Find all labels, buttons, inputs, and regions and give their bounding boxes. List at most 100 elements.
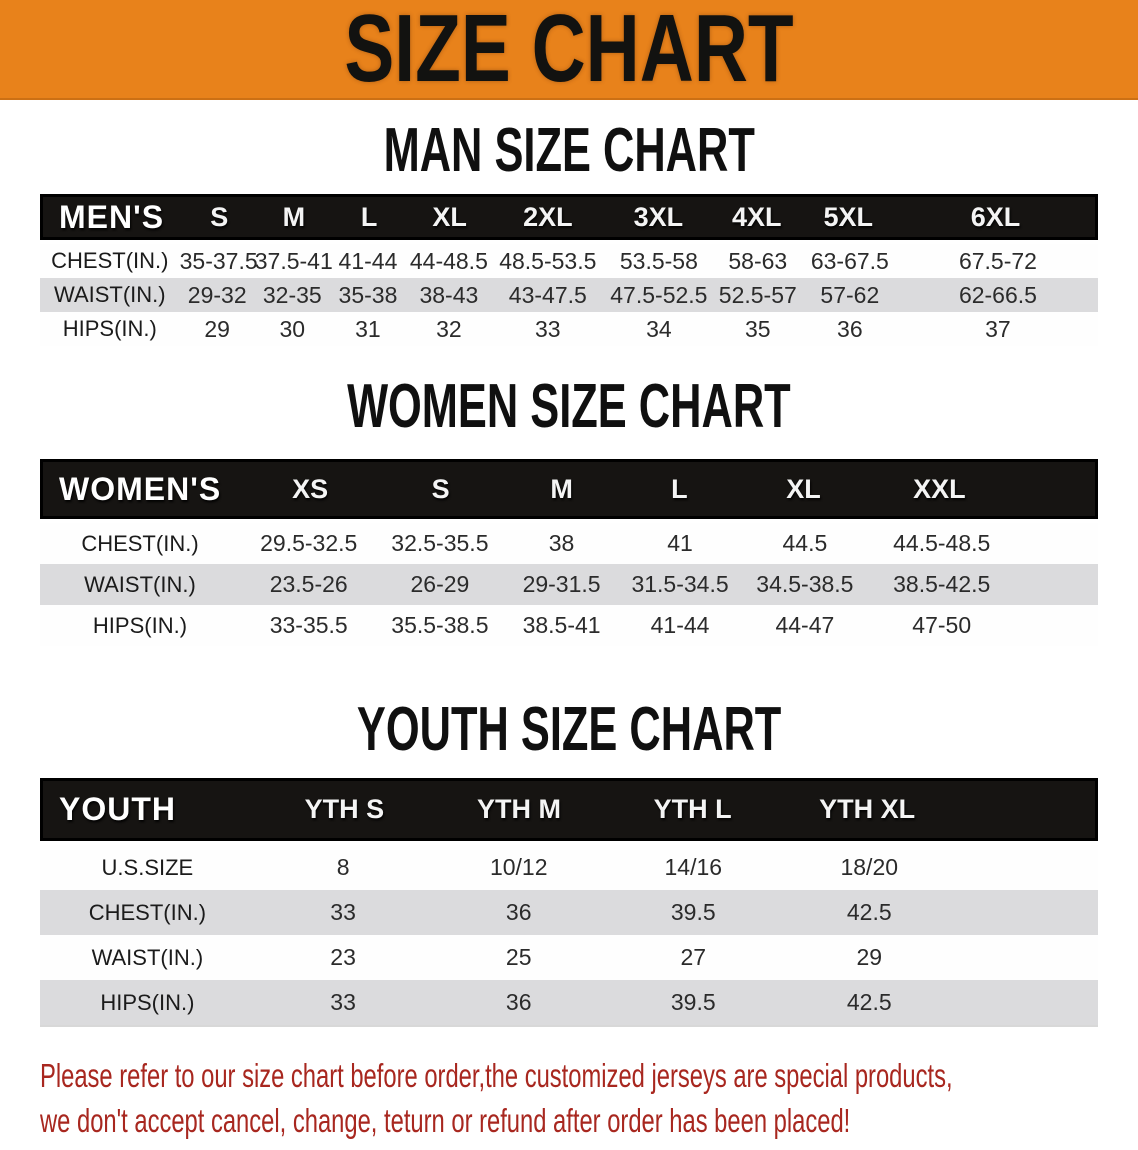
women-waist-row: WAIST(IN.) 23.5-26 26-29 29-31.5 31.5-34…: [40, 564, 1098, 605]
youth-col-xl: YTH XL: [819, 794, 916, 824]
disclaimer-line-2: we don't accept cancel, change, teturn o…: [40, 1102, 851, 1139]
men-size-table: MEN'S S M L XL 2XL 3XL 4XL 5XL 6XL CHEST…: [40, 194, 1098, 346]
women-col-s: S: [431, 473, 450, 504]
table-cell: 36: [505, 899, 532, 925]
table-cell: 37.5-41: [254, 247, 333, 274]
youth-chest-row: CHEST(IN.) 33 36 39.5 42.5: [40, 890, 1098, 935]
table-cell: 41: [667, 530, 693, 556]
row-label: WAIST(IN.): [84, 571, 196, 597]
table-cell: 23: [330, 944, 356, 970]
men-waist-row: WAIST(IN.) 29-32 32-35 35-38 38-43 43-47…: [40, 278, 1098, 312]
youth-table-title: YOUTH: [59, 791, 176, 827]
table-cell: 36: [505, 989, 532, 1015]
table-cell: 44-48.5: [409, 247, 488, 274]
size-chart-banner: SIZE CHART: [0, 0, 1138, 100]
table-cell: 29: [856, 944, 883, 970]
row-label: CHEST(IN.): [81, 530, 199, 556]
table-cell: 18/20: [840, 854, 899, 880]
row-label: HIPS(IN.): [92, 612, 188, 638]
men-col-6xl: 6XL: [970, 201, 1021, 232]
row-label: HIPS(IN.): [62, 316, 157, 341]
men-col-s: S: [210, 201, 229, 232]
table-cell: 31: [355, 315, 381, 342]
row-label: CHEST(IN.): [51, 248, 169, 273]
table-cell: 8: [336, 854, 350, 880]
table-cell: 33-35.5: [269, 612, 348, 638]
table-cell: 52.5-57: [718, 281, 797, 308]
man-heading-text: MAN SIZE CHART: [383, 116, 755, 185]
table-cell: 33: [534, 315, 561, 342]
row-label: WAIST(IN.): [54, 282, 166, 307]
youth-hips-row: HIPS(IN.) 33 36 39.5 42.5: [40, 980, 1098, 1025]
women-col-xl: XL: [786, 473, 821, 504]
table-cell: 47-50: [912, 612, 972, 638]
table-cell: 29: [204, 315, 230, 342]
table-cell: 23.5-26: [269, 571, 348, 597]
table-cell: 53.5-58: [619, 247, 698, 274]
youth-section-heading: YOUTH SIZE CHART: [0, 699, 1138, 761]
table-cell: 34: [646, 315, 672, 342]
table-cell: 32.5-35.5: [391, 530, 489, 556]
men-chest-row: CHEST(IN.) 35-37.5 37.5-41 41-44 44-48.5…: [40, 244, 1098, 278]
table-cell: 42.5: [846, 989, 892, 1015]
youth-size-table: YOUTH YTH S YTH M YTH L YTH XL U.S.SIZE …: [40, 778, 1098, 1027]
table-cell: 32-35: [262, 281, 322, 308]
table-cell: 35: [745, 315, 771, 342]
table-cell: 34.5-38.5: [756, 571, 854, 597]
table-cell: 44.5: [782, 530, 828, 556]
men-hips-row: HIPS(IN.) 29 30 31 32 33 34 35 36 37: [40, 312, 1098, 346]
table-cell: 47.5-52.5: [610, 281, 708, 308]
women-chest-row: CHEST(IN.) 29.5-32.5 32.5-35.5 38 41 44.…: [40, 523, 1098, 564]
table-cell: 27: [680, 944, 707, 970]
table-cell: 38.5-42.5: [893, 571, 991, 597]
men-col-4xl: 4XL: [731, 201, 782, 232]
row-label: WAIST(IN.): [91, 944, 204, 970]
women-size-table: WOMEN'S XS S M L XL XXL CHEST(IN.) 29.5-…: [40, 459, 1098, 646]
table-cell: 10/12: [489, 854, 548, 880]
table-cell: 63-67.5: [810, 247, 889, 274]
table-cell: 48.5-53.5: [499, 247, 597, 274]
man-section-heading: MAN SIZE CHART: [0, 120, 1138, 182]
men-col-3xl: 3XL: [633, 201, 684, 232]
table-cell: 35-38: [338, 281, 398, 308]
row-label: CHEST(IN.): [88, 899, 207, 925]
table-cell: 44-47: [775, 612, 835, 638]
table-cell: 35.5-38.5: [391, 612, 489, 638]
youth-col-m: YTH M: [477, 794, 561, 824]
table-cell: 39.5: [670, 989, 716, 1015]
table-cell: 37: [985, 315, 1011, 342]
table-cell: 62-66.5: [958, 281, 1037, 308]
youth-waist-row: WAIST(IN.) 23 25 27 29: [40, 935, 1098, 980]
table-cell: 29-32: [187, 281, 247, 308]
women-hips-row: HIPS(IN.) 33-35.5 35.5-38.5 38.5-41 41-4…: [40, 605, 1098, 646]
men-col-xl: XL: [432, 201, 467, 232]
youth-table-header: YOUTH YTH S YTH M YTH L YTH XL: [40, 778, 1098, 841]
table-cell: 38-43: [419, 281, 479, 308]
table-cell: 41-44: [650, 612, 710, 638]
men-col-5xl: 5XL: [823, 201, 874, 232]
women-table-header: WOMEN'S XS S M L XL XXL: [40, 459, 1098, 519]
men-table-header: MEN'S S M L XL 2XL 3XL 4XL 5XL 6XL: [40, 194, 1098, 240]
table-cell: 43-47.5: [508, 281, 587, 308]
table-cell: 14/16: [664, 854, 723, 880]
women-section-heading: WOMEN SIZE CHART: [0, 376, 1138, 438]
table-cell: 29-31.5: [522, 571, 601, 597]
table-cell: 29.5-32.5: [260, 530, 358, 556]
table-cell: 38.5-41: [522, 612, 601, 638]
table-cell: 30: [279, 315, 306, 342]
table-cell: 33: [330, 989, 356, 1015]
women-col-xxl: XXL: [913, 473, 966, 504]
row-label: U.S.SIZE: [101, 854, 194, 880]
men-table-title: MEN'S: [59, 198, 165, 235]
youth-col-s: YTH S: [304, 794, 385, 824]
women-col-m: M: [550, 473, 573, 504]
banner-title: SIZE CHART: [344, 0, 794, 102]
table-cell: 42.5: [846, 899, 892, 925]
youth-ussize-row: U.S.SIZE 8 10/12 14/16 18/20: [40, 845, 1098, 890]
women-table-title: WOMEN'S: [59, 470, 222, 507]
table-cell: 33: [330, 899, 356, 925]
men-col-m: M: [282, 201, 306, 232]
table-cell: 25: [505, 944, 532, 970]
table-cell: 38: [548, 530, 575, 556]
row-label: HIPS(IN.): [100, 989, 195, 1015]
